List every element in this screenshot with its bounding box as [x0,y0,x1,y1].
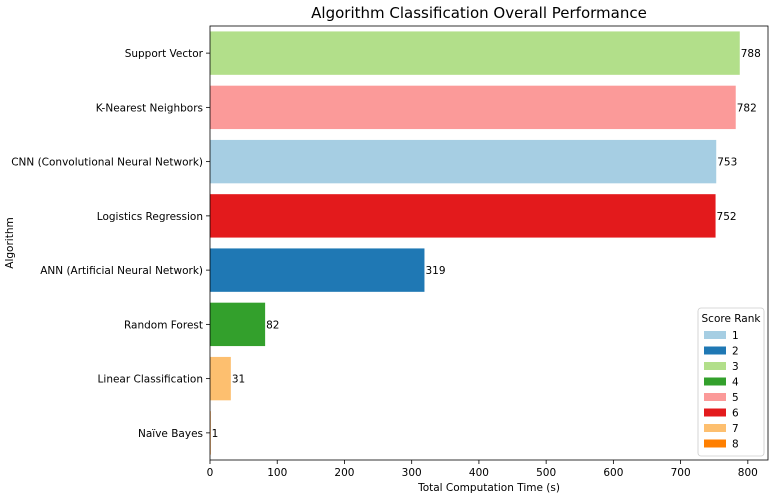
y-tick-label-6: Linear Classification [98,374,203,386]
legend-swatch-7 [704,439,726,448]
plot-frame [209,25,769,461]
y-tick-label-2: CNN (Convolutional Neural Network) [11,157,203,169]
y-tick-label-5: Random Forest [124,319,203,331]
bar-3 [210,194,716,238]
bar-6 [210,356,231,401]
bar-0 [210,31,740,75]
x-tick-label-6: 600 [603,467,623,479]
x-tick-label-4: 400 [469,467,489,479]
legend-label-7: 8 [732,439,739,451]
legend-swatch-1 [704,346,726,355]
legend-box [697,307,765,457]
y-axis: Support Vector K-Nearest Neighbors CNN (Co… [11,48,210,440]
legend-label-0: 1 [732,330,739,342]
x-tick-label-5: 500 [536,467,556,479]
legend-swatch-3 [704,377,726,386]
x-tick-label-0: 0 [207,467,214,479]
x-axis: 0 100 200 300 400 500 600 700 800 [207,460,758,479]
y-tick-label-7: Naïve Bayes [138,428,203,440]
x-tick-label-3: 300 [402,467,422,479]
x-tick-label-8: 800 [738,467,758,479]
bars-group [210,31,740,455]
data-label-1: 782 [737,102,757,114]
data-label-5: 82 [266,319,279,331]
y-tick-label-3: Logistics Regression [97,211,203,223]
legend-title: Score Rank [702,313,762,325]
legend-swatch-2 [704,362,726,370]
bar-4 [210,248,425,292]
data-label-6: 31 [232,374,245,386]
y-tick-label-4: ANN (Artificial Neural Network) [40,265,203,277]
data-label-2: 753 [717,157,737,169]
legend-label-5: 6 [732,408,739,420]
data-label-4: 319 [425,265,445,277]
data-label-0: 788 [741,48,761,60]
legend-label-6: 7 [732,423,739,435]
legend-swatch-4 [704,393,726,401]
legend-swatch-6 [704,424,726,432]
data-label-7: 1 [212,428,219,440]
bar-5 [210,302,266,347]
x-tick-label-7: 700 [671,467,691,479]
bar-1 [210,85,736,130]
chart-title: Algorithm Classification Overall Perform… [311,4,647,22]
legend: Score Rank 1 2 3 4 5 6 7 8 [697,307,765,457]
legend-swatch-0 [704,331,726,339]
y-tick-label-0: Support Vector [125,48,204,60]
legend-swatch-5 [704,408,726,417]
legend-label-2: 3 [732,361,739,373]
legend-label-1: 2 [732,346,739,358]
data-label-3: 752 [717,211,737,223]
y-tick-label-1: K-Nearest Neighbors [96,102,203,114]
bar-2 [210,139,717,184]
x-tick-label-2: 200 [334,467,354,479]
x-axis-label: Total Computation Time (s) [417,482,560,494]
legend-label-4: 5 [732,392,739,404]
y-axis-label: Algorithm [4,217,16,268]
x-tick-label-1: 100 [267,467,287,479]
legend-label-3: 4 [732,377,739,389]
